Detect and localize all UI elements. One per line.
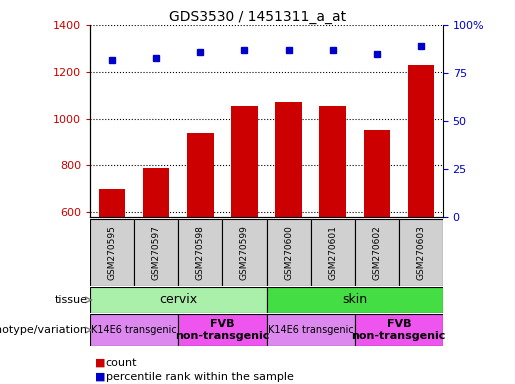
Bar	[231, 106, 258, 217]
Bar	[134, 219, 178, 286]
Bar	[90, 287, 267, 313]
Bar	[90, 314, 178, 346]
Bar	[143, 168, 169, 217]
Text: GSM270601: GSM270601	[328, 225, 337, 280]
Bar	[399, 219, 443, 286]
Bar	[267, 219, 311, 286]
Text: K14E6 transgenic: K14E6 transgenic	[91, 325, 177, 335]
Text: count: count	[106, 358, 137, 368]
Text: cervix: cervix	[159, 293, 197, 306]
Text: ■: ■	[95, 372, 106, 382]
Text: percentile rank within the sample: percentile rank within the sample	[106, 372, 294, 382]
Bar	[355, 314, 443, 346]
Bar	[99, 189, 126, 217]
Text: skin: skin	[342, 293, 367, 306]
Text: GSM270603: GSM270603	[416, 225, 425, 280]
Bar	[178, 314, 267, 346]
Text: FVB
non-transgenic: FVB non-transgenic	[352, 319, 446, 341]
Text: GSM270598: GSM270598	[196, 225, 205, 280]
Text: GSM270597: GSM270597	[152, 225, 161, 280]
Bar	[364, 130, 390, 217]
Text: K14E6 transgenic: K14E6 transgenic	[268, 325, 353, 335]
Bar	[355, 219, 399, 286]
Text: genotype/variation: genotype/variation	[0, 325, 88, 335]
Bar	[276, 102, 302, 217]
Text: FVB
non-transgenic: FVB non-transgenic	[175, 319, 270, 341]
Text: GSM270602: GSM270602	[372, 225, 381, 280]
Text: GSM270595: GSM270595	[108, 225, 117, 280]
Bar	[222, 219, 267, 286]
Text: GSM270599: GSM270599	[240, 225, 249, 280]
Text: tissue: tissue	[55, 295, 88, 305]
Bar	[267, 287, 443, 313]
Bar	[178, 219, 222, 286]
Bar	[319, 106, 346, 217]
Bar	[267, 314, 355, 346]
Text: GDS3530 / 1451311_a_at: GDS3530 / 1451311_a_at	[169, 10, 346, 23]
Bar	[408, 65, 434, 217]
Text: GSM270600: GSM270600	[284, 225, 293, 280]
Bar	[187, 132, 214, 217]
Bar	[90, 219, 134, 286]
Bar	[311, 219, 355, 286]
Text: ■: ■	[95, 358, 106, 368]
